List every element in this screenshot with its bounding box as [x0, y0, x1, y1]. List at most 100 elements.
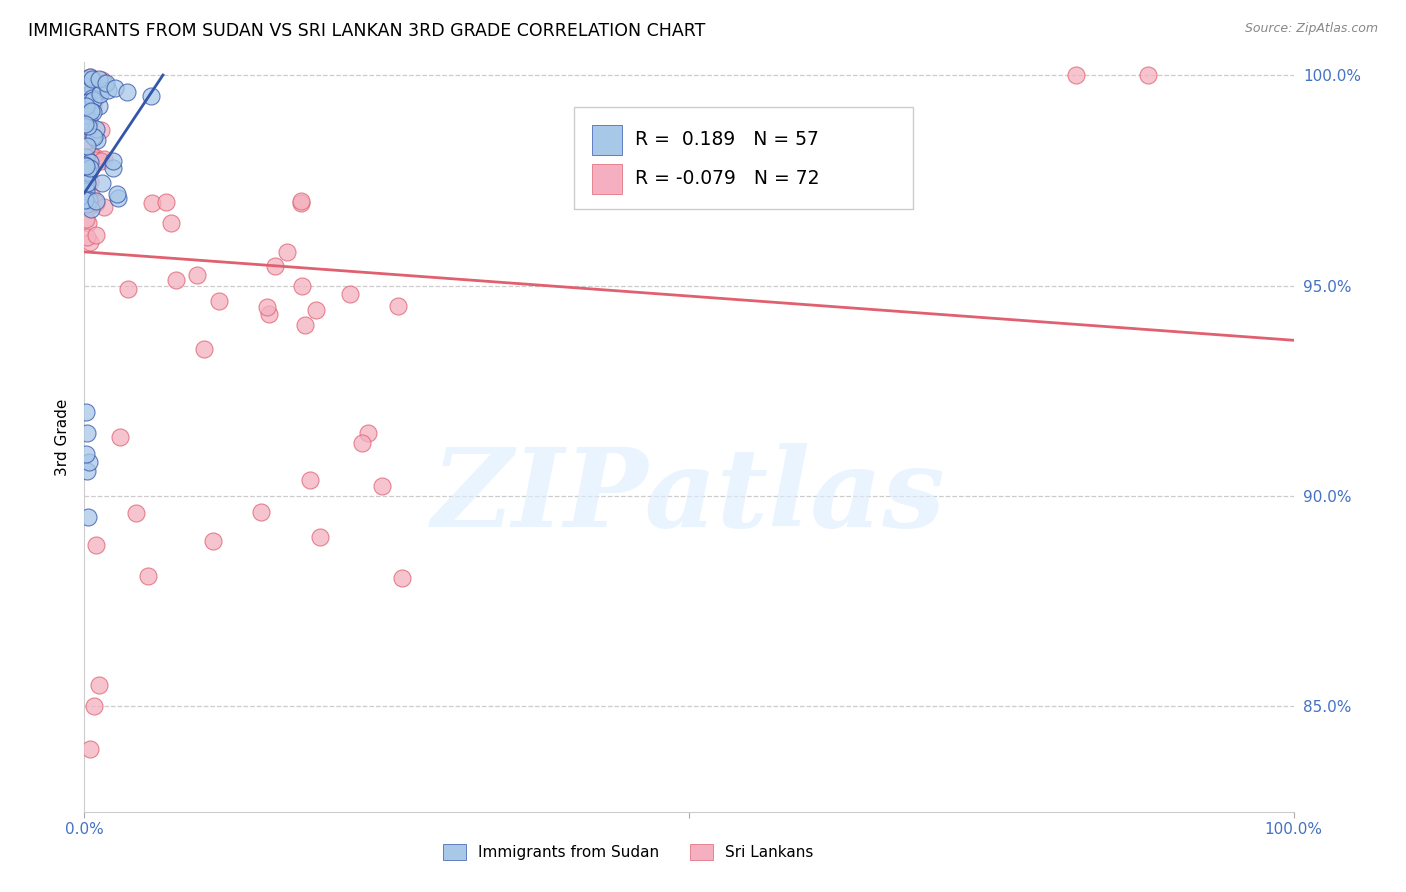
Point	[83, 153, 105, 167]
Point	[357, 426, 380, 441]
Point	[90, 123, 112, 137]
Point	[76, 95, 98, 109]
Point	[138, 569, 160, 583]
Point	[73, 179, 96, 194]
Point	[75, 164, 97, 178]
Point	[75, 72, 97, 87]
Point	[77, 455, 100, 469]
Point	[87, 678, 110, 692]
Point	[75, 78, 97, 92]
Point	[75, 186, 97, 200]
Point	[115, 85, 138, 99]
Point	[93, 76, 115, 90]
Point	[97, 83, 120, 97]
Point	[84, 151, 107, 165]
Text: Source: ZipAtlas.com: Source: ZipAtlas.com	[1244, 22, 1378, 36]
Point	[80, 149, 103, 163]
Point	[77, 194, 100, 208]
Point	[110, 430, 132, 444]
Point	[105, 187, 128, 202]
Point	[107, 191, 129, 205]
Point	[79, 235, 101, 250]
Point	[86, 133, 108, 147]
Point	[141, 195, 163, 210]
Point	[75, 178, 97, 192]
Point	[94, 77, 117, 91]
Point	[93, 152, 115, 166]
Point	[73, 182, 96, 196]
Point	[82, 99, 104, 113]
Point	[75, 212, 97, 227]
Point	[82, 93, 104, 107]
Point	[73, 193, 96, 207]
Point	[76, 166, 98, 180]
Point	[159, 216, 181, 230]
Text: R =  0.189   N = 57: R = 0.189 N = 57	[634, 130, 818, 149]
Point	[73, 188, 96, 202]
Point	[79, 199, 101, 213]
Point	[86, 227, 108, 242]
Text: R = -0.079   N = 72: R = -0.079 N = 72	[634, 169, 820, 188]
Point	[76, 176, 98, 190]
Point	[73, 78, 96, 93]
Point	[75, 150, 97, 164]
Point	[84, 122, 107, 136]
Point	[305, 302, 328, 317]
Point	[75, 134, 97, 148]
Point	[73, 117, 96, 131]
Point	[155, 194, 177, 209]
Point	[371, 479, 394, 493]
Point	[82, 82, 104, 96]
Point	[90, 177, 112, 191]
Point	[79, 741, 101, 756]
Point	[93, 200, 115, 214]
Point	[80, 91, 103, 105]
Point	[104, 80, 127, 95]
Point	[80, 104, 103, 119]
Point	[201, 534, 224, 549]
Point	[117, 282, 139, 296]
Point	[73, 107, 96, 121]
Text: ZIPatlas: ZIPatlas	[432, 443, 946, 550]
Point	[391, 571, 413, 585]
Point	[309, 531, 332, 545]
Point	[76, 108, 98, 122]
Point	[77, 113, 100, 128]
Point	[1064, 68, 1087, 82]
Point	[290, 195, 312, 210]
Point	[80, 72, 103, 87]
Point	[76, 165, 98, 179]
Point	[84, 538, 107, 552]
Point	[193, 342, 215, 356]
Point	[75, 184, 97, 198]
Point	[249, 505, 271, 519]
FancyBboxPatch shape	[574, 107, 912, 209]
Point	[73, 98, 96, 112]
Point	[76, 119, 98, 133]
Point	[264, 259, 287, 273]
Point	[76, 425, 98, 440]
Point	[79, 166, 101, 180]
Point	[290, 194, 312, 209]
Point	[339, 287, 361, 301]
Point	[89, 87, 111, 101]
Point	[87, 72, 110, 87]
Point	[75, 99, 97, 113]
Point	[75, 158, 97, 172]
Point	[89, 99, 111, 113]
Point	[80, 189, 103, 203]
Point	[208, 293, 231, 308]
Point	[77, 193, 100, 207]
Point	[89, 83, 111, 97]
Point	[75, 74, 97, 88]
Point	[75, 447, 97, 461]
Point	[82, 104, 104, 119]
Legend: Immigrants from Sudan, Sri Lankans: Immigrants from Sudan, Sri Lankans	[443, 845, 814, 860]
Point	[77, 510, 100, 524]
Point	[76, 464, 98, 478]
Point	[76, 139, 98, 153]
Point	[83, 129, 105, 144]
Point	[186, 268, 208, 282]
Point	[276, 244, 298, 259]
Point	[75, 159, 97, 173]
